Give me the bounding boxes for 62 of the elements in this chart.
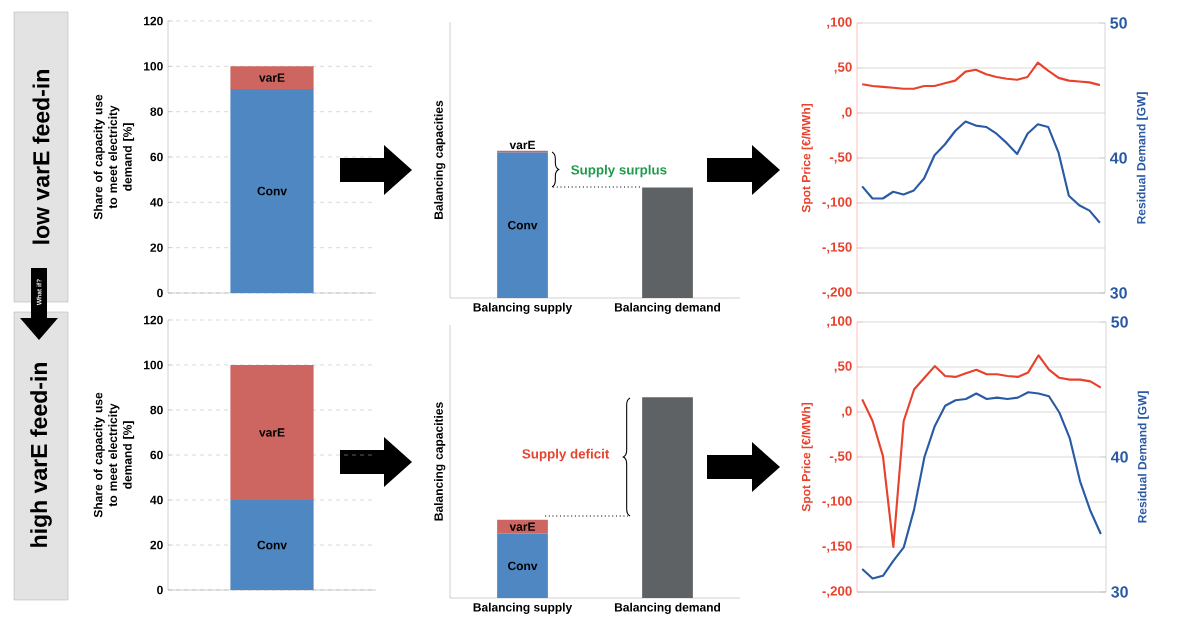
y-axis-title: Share of capacity use to meet electricity demand [%] <box>93 392 135 518</box>
series-label: varE <box>509 140 536 150</box>
line-series <box>861 120 1101 224</box>
y-axis-title: Spot Price [€/MWh] <box>801 403 813 512</box>
y-tick-label: 80 <box>150 405 163 415</box>
series-label: Conv <box>257 186 287 196</box>
x-tick-label: Balancing demand <box>614 602 721 614</box>
series-label: Conv <box>508 561 538 571</box>
y-tick-label: -,200 <box>822 586 852 598</box>
line-series <box>861 354 1102 549</box>
series-label: varE <box>259 73 285 82</box>
y-tick-label: ,100 <box>827 17 852 29</box>
x-tick-label: Balancing demand <box>614 302 721 314</box>
y2-axis-title: Residual Demand [GW] <box>1137 391 1149 523</box>
y-tick-label: -,150 <box>822 242 852 254</box>
y-tick-label: -,50 <box>829 451 852 463</box>
y-tick-label: 120 <box>144 315 163 325</box>
y-tick-label: -,200 <box>822 287 852 299</box>
y2-tick-label: 50 <box>1110 17 1127 29</box>
line-series <box>861 391 1102 580</box>
y-tick-label: 100 <box>144 360 163 370</box>
annotation: Supply deficit <box>522 448 610 462</box>
series-label: Conv <box>508 220 538 230</box>
y-tick-label: -,50 <box>829 152 852 164</box>
y-tick-label: ,50 <box>834 361 852 373</box>
y-tick-label: 120 <box>144 16 163 26</box>
y-tick-label: 80 <box>150 107 163 116</box>
y-tick-label: 60 <box>150 152 163 162</box>
x-tick-label: Balancing supply <box>473 602 573 614</box>
y2-axis-title: Residual Demand [GW] <box>1136 92 1148 224</box>
series-label: varE <box>259 428 285 437</box>
y-tick-label: 40 <box>150 198 163 207</box>
y-tick-label: 20 <box>150 540 163 550</box>
y-axis-title: Share of capacity use to meet electricity demand [%] <box>93 94 135 220</box>
y-tick-label: 0 <box>157 288 163 298</box>
y-axis-title: Spot Price [€/MWh] <box>801 104 813 213</box>
series-label: Conv <box>257 540 287 550</box>
y-tick-label: -,100 <box>822 496 852 508</box>
series-label: varE <box>509 522 536 531</box>
y-axis-title: Balancing capacities <box>434 100 446 219</box>
y-tick-label: 100 <box>144 62 163 71</box>
y-tick-label: 0 <box>157 585 163 595</box>
text: high varE feed-in <box>30 362 52 547</box>
y-tick-label: ,50 <box>834 62 852 74</box>
y-tick-label: 40 <box>150 495 163 505</box>
text: low varE feed-in <box>32 70 50 244</box>
annotation: Supply surplus <box>571 164 667 178</box>
y2-tick-label: 40 <box>1109 152 1127 164</box>
x-tick-label: Balancing supply <box>473 302 573 314</box>
y-tick-label: 60 <box>150 450 163 460</box>
y-tick-label: ,0 <box>842 107 852 119</box>
y2-tick-label: 50 <box>1111 316 1128 328</box>
y2-tick-label: 30 <box>1110 287 1127 299</box>
y-tick-label: ,0 <box>842 406 852 418</box>
y-tick-label: -,150 <box>822 541 852 553</box>
y2-tick-label: 30 <box>1111 586 1128 598</box>
y-tick-label: -,100 <box>822 197 852 209</box>
y-axis-title: Balancing capacities <box>434 402 446 521</box>
line-series <box>861 61 1101 90</box>
y2-tick-label: 40 <box>1110 451 1128 463</box>
y-tick-label: ,100 <box>827 316 852 328</box>
y-tick-label: 20 <box>150 243 163 252</box>
